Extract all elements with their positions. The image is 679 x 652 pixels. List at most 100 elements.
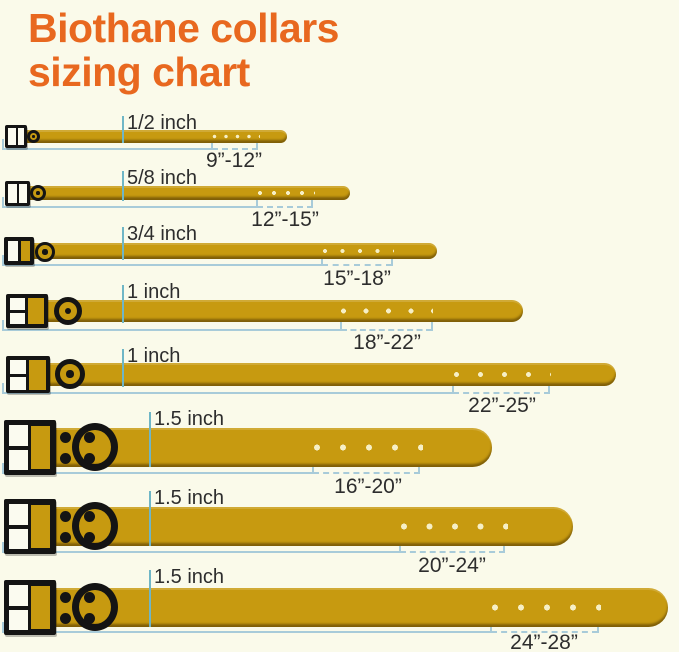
dimension-tick [321, 255, 323, 266]
width-label: 3/4 inch [127, 223, 198, 245]
dimension-tick [391, 255, 393, 266]
collar-holes [338, 300, 433, 322]
buckle-strap-loop [31, 505, 50, 548]
dimension-line-dashed [453, 392, 550, 394]
dimension-line [2, 472, 313, 474]
dimension-tick [2, 542, 4, 553]
o-ring-icon [30, 185, 46, 201]
size-label: 24”-28” [510, 631, 578, 652]
size-label: 18”-22” [353, 331, 421, 354]
title-line-2: sizing chart [28, 49, 250, 96]
dimension-line [2, 329, 341, 331]
dimension-line-dashed [341, 329, 432, 331]
collar-holes [210, 130, 260, 143]
width-marker [122, 227, 124, 260]
dimension-tick [256, 139, 258, 150]
dimension-tick [211, 139, 213, 150]
size-label: 20”-24” [418, 554, 486, 577]
size-label: 22”-25” [468, 394, 536, 417]
dimension-tick [2, 139, 4, 150]
dimension-tick [2, 197, 4, 208]
rivet-icon [60, 432, 71, 443]
collar-holes [320, 243, 394, 259]
buckle-window [18, 128, 24, 145]
dimension-tick [597, 622, 599, 633]
buckle-window [9, 504, 28, 525]
dimension-tick [2, 463, 4, 474]
buckle-window [9, 610, 28, 630]
page-title: Biothane collars sizing chart [28, 6, 339, 95]
dimension-line-dashed [322, 264, 392, 266]
buckle-strap-loop [31, 426, 50, 469]
dimension-tick [2, 383, 4, 394]
size-label: 9”-12” [205, 149, 263, 172]
dimension-tick [2, 320, 4, 331]
dimension-line [2, 631, 491, 633]
dimension-tick [340, 320, 342, 331]
width-label: 1/2 inch [127, 112, 198, 134]
o-ring-icon [54, 297, 82, 325]
dimension-line-dashed [491, 631, 598, 633]
rivet-icon [60, 613, 71, 624]
width-label: 5/8 inch [127, 167, 198, 189]
width-label: 1.5 inch [154, 487, 225, 509]
dimension-tick [312, 463, 314, 474]
width-marker [149, 491, 151, 546]
width-marker [122, 171, 124, 201]
dimension-tick [503, 542, 505, 553]
buckle-window [10, 298, 25, 310]
width-marker [149, 412, 151, 467]
dimension-line-dashed [400, 551, 505, 553]
dimension-tick [256, 197, 258, 208]
dimension-tick [490, 622, 492, 633]
dimension-tick [311, 197, 313, 208]
width-marker [122, 285, 124, 323]
collar-strap [56, 428, 492, 467]
buckle-window [8, 184, 17, 203]
dimension-line [2, 148, 212, 150]
dimension-tick [431, 320, 433, 331]
dimension-tick [548, 383, 550, 394]
size-label: 12”-15” [251, 208, 319, 231]
width-label: 1 inch [127, 345, 181, 367]
dimension-tick [418, 463, 420, 474]
dimension-tick [2, 255, 4, 266]
buckle-window [10, 313, 25, 324]
width-label: 1.5 inch [154, 408, 225, 430]
buckle-strap-loop [28, 298, 44, 324]
rivet-icon [84, 613, 95, 624]
buckle-window [10, 360, 26, 374]
size-label: 15”-18” [323, 267, 391, 290]
rivet-icon [84, 432, 95, 443]
buckle-window [10, 377, 26, 390]
rivet-icon [60, 532, 71, 543]
dimension-line-dashed [313, 472, 420, 474]
title-line-1: Biothane collars [28, 5, 339, 51]
buckle-window [19, 184, 27, 203]
size-label: 16”-20” [334, 475, 402, 498]
buckle-window [9, 585, 28, 606]
width-label: 1 inch [127, 281, 181, 303]
buckle-window [9, 529, 28, 549]
rivet-icon [60, 511, 71, 522]
dimension-tick [399, 542, 401, 553]
rivet-icon [84, 532, 95, 543]
d-ring-icon [72, 502, 118, 550]
buckle-window [9, 425, 28, 446]
buckle-strap-loop [21, 241, 30, 261]
o-ring-icon [35, 242, 55, 262]
buckle-strap-loop [29, 360, 46, 390]
rivet-icon [84, 592, 95, 603]
rivet-icon [84, 511, 95, 522]
collar-holes [311, 428, 423, 467]
buckle-strap-loop [31, 586, 50, 629]
o-ring-icon [55, 359, 85, 389]
width-marker [122, 116, 124, 143]
dimension-line-dashed [257, 206, 313, 208]
dimension-line [2, 264, 322, 266]
rivet-icon [60, 592, 71, 603]
dimension-line [2, 206, 257, 208]
rivet-icon [84, 453, 95, 464]
d-ring-icon [72, 583, 118, 631]
